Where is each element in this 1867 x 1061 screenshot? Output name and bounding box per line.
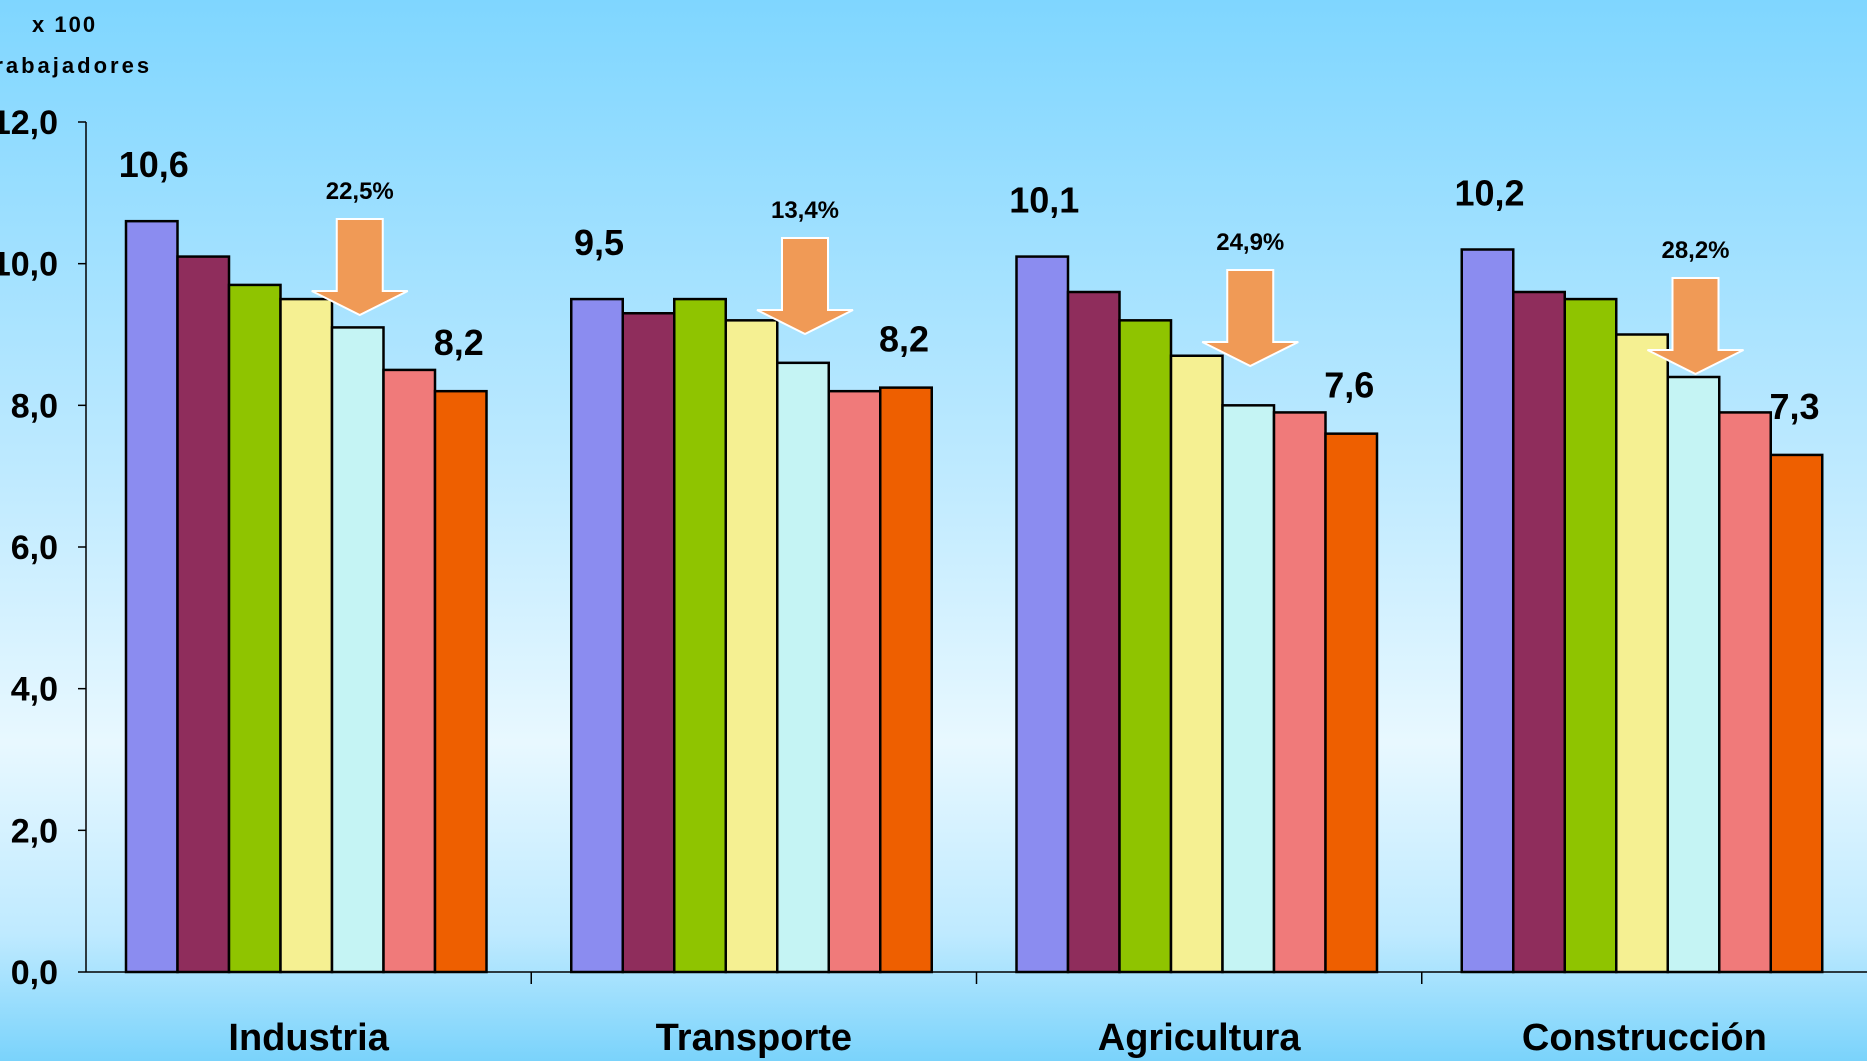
bar <box>433 389 488 974</box>
end-value-label: 8,2 <box>879 319 929 360</box>
bar <box>1118 319 1173 974</box>
bar <box>570 297 624 974</box>
bar <box>330 326 385 974</box>
decrease-percent-label: 28,2% <box>1661 237 1729 264</box>
y-axis-title: trabajadores <box>0 53 152 78</box>
bar <box>1666 375 1721 974</box>
bar <box>1015 255 1070 974</box>
bar <box>124 219 179 974</box>
y-tick-label: 2,0 <box>11 812 58 850</box>
bar <box>1221 404 1276 974</box>
bar <box>1066 290 1121 974</box>
y-tick-label: 0,0 <box>11 954 58 992</box>
y-tick-label: 10,0 <box>0 246 58 284</box>
bar <box>776 361 830 974</box>
start-value-label: 10,6 <box>119 144 189 185</box>
decrease-percent-label: 22,5% <box>326 178 394 205</box>
plot-area: 0,0 2,0 4,0 6,0 8,0 10,0 12,0 Industria 10,6 8,2 2… <box>0 104 1867 1059</box>
bar <box>1460 248 1515 974</box>
decrease-arrow <box>756 237 854 336</box>
bar <box>279 297 334 974</box>
category-label: Industria <box>228 1017 389 1059</box>
bar <box>1272 411 1327 974</box>
y-axis-unit-label: x 100 <box>32 12 97 37</box>
y-tick-label: 12,0 <box>0 104 58 142</box>
bar <box>879 386 933 974</box>
y-tick-label: 8,0 <box>11 387 58 425</box>
end-value-label: 7,3 <box>1769 386 1819 427</box>
start-value-label: 9,5 <box>574 222 624 263</box>
decrease-arrow <box>1201 269 1299 368</box>
decrease-arrow <box>1647 277 1744 376</box>
start-value-label: 10,1 <box>1009 180 1079 221</box>
start-value-label: 10,2 <box>1454 173 1524 214</box>
bar <box>1615 333 1669 974</box>
bar <box>176 255 231 974</box>
bar <box>1563 297 1618 974</box>
bar <box>227 283 282 974</box>
y-tick-label: 4,0 <box>11 671 58 709</box>
end-value-label: 8,2 <box>434 322 484 363</box>
bar <box>382 368 437 974</box>
bar <box>1169 354 1224 974</box>
bar <box>1718 411 1772 974</box>
y-tick-label: 6,0 <box>11 529 58 567</box>
bar <box>1769 453 1824 974</box>
bar <box>1324 432 1379 974</box>
category-label: Agricultura <box>1098 1017 1302 1059</box>
bar <box>827 389 882 974</box>
end-value-label: 7,6 <box>1324 365 1374 406</box>
bar <box>724 319 779 974</box>
category-label: Transporte <box>656 1017 852 1059</box>
category-label: Construcción <box>1522 1017 1767 1059</box>
bar <box>1512 290 1566 974</box>
decrease-percent-label: 13,4% <box>771 197 839 224</box>
bar <box>673 297 727 974</box>
bar <box>621 312 676 974</box>
decrease-percent-label: 24,9% <box>1216 229 1284 256</box>
decrease-arrow <box>311 218 409 317</box>
